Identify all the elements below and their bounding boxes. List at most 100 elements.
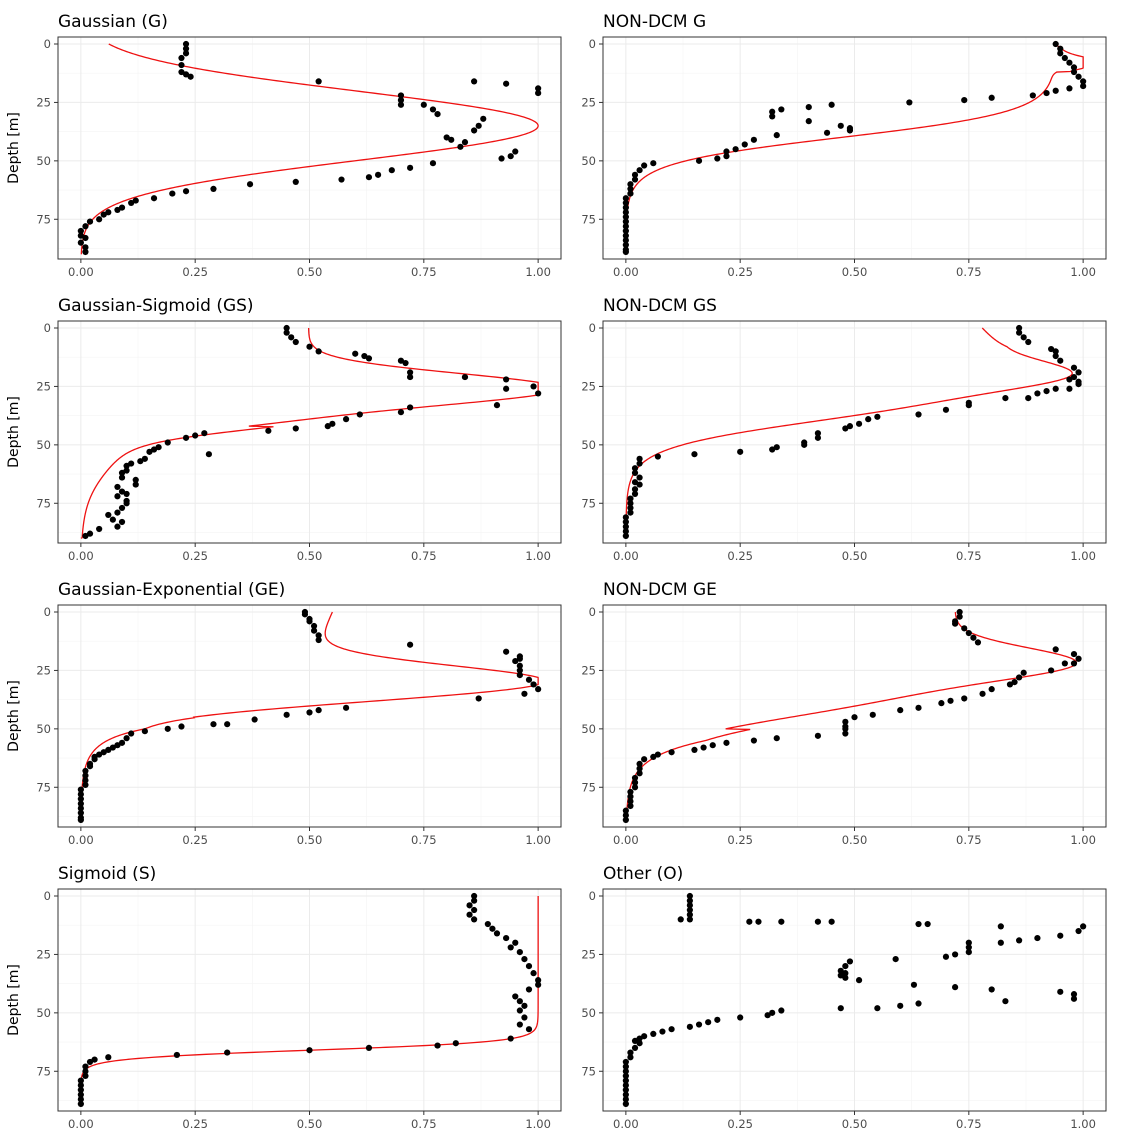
data-point	[942, 406, 950, 413]
data-point	[874, 1005, 881, 1012]
data-point	[507, 1035, 514, 1042]
data-point	[915, 920, 922, 928]
data-point	[114, 483, 121, 491]
data-point	[636, 765, 643, 772]
y-tick-label: 0	[589, 605, 596, 619]
data-point	[288, 334, 295, 341]
data-point	[686, 911, 693, 918]
facet-title: NON-DCM GS	[603, 296, 717, 316]
data-point	[77, 795, 84, 803]
data-point	[906, 99, 913, 106]
data-point	[705, 1019, 712, 1026]
data-point	[118, 504, 126, 512]
data-point	[329, 420, 336, 427]
data-point	[224, 721, 231, 728]
data-point	[507, 153, 514, 160]
data-point	[1043, 89, 1050, 97]
x-tick-label: 0.75	[956, 265, 982, 279]
data-point	[1052, 87, 1059, 94]
data-point	[1057, 357, 1064, 364]
data-point	[100, 749, 107, 756]
data-point	[1034, 934, 1041, 942]
data-point	[471, 78, 478, 85]
data-point	[77, 786, 84, 793]
data-point	[96, 751, 103, 758]
data-point	[938, 700, 945, 707]
data-point	[778, 1007, 785, 1014]
facet-panel-3: Gaussian-Sigmoid (GS) 0.00 0.25 0.50 0.75 1.0…	[6, 296, 562, 563]
data-point	[695, 157, 703, 164]
data-point	[627, 504, 634, 512]
x-tick-label: 0.25	[182, 1117, 208, 1129]
data-point	[769, 446, 776, 453]
y-tick-label: 0	[589, 889, 596, 903]
data-point	[773, 444, 780, 451]
data-point	[503, 934, 510, 942]
data-point	[650, 753, 657, 760]
data-point	[837, 1005, 844, 1012]
data-point	[828, 101, 835, 108]
data-point	[77, 805, 84, 812]
data-point	[82, 767, 89, 775]
data-point	[292, 425, 299, 432]
data-point	[714, 1016, 721, 1023]
data-point	[627, 1049, 634, 1056]
data-point	[961, 695, 968, 702]
data-point	[498, 155, 505, 162]
data-point	[865, 416, 872, 423]
data-point	[123, 462, 130, 469]
x-tick-label: 0.00	[613, 549, 639, 563]
data-point	[773, 132, 780, 139]
data-point	[77, 1096, 84, 1103]
data-point	[1057, 988, 1064, 995]
data-point	[1052, 352, 1059, 360]
data-point	[842, 974, 849, 981]
data-point	[700, 744, 707, 751]
data-point	[516, 1021, 523, 1028]
data-point	[814, 918, 822, 925]
data-point	[535, 686, 542, 693]
data-point	[169, 190, 176, 197]
data-point	[1052, 385, 1059, 392]
data-point	[814, 434, 822, 441]
facet-title: Gaussian (G)	[58, 12, 168, 32]
data-point	[91, 1056, 98, 1063]
data-point	[141, 455, 148, 462]
data-point	[741, 141, 748, 148]
data-point	[837, 122, 844, 129]
data-point	[970, 634, 977, 641]
data-point	[512, 657, 519, 665]
data-point	[178, 68, 185, 76]
data-point	[105, 511, 112, 519]
x-tick-label: 0.75	[956, 1117, 982, 1129]
data-point	[814, 732, 822, 739]
data-point	[141, 728, 148, 735]
data-point	[516, 667, 523, 674]
y-tick-label: 50	[581, 438, 596, 452]
data-point	[769, 113, 776, 120]
data-point	[489, 925, 496, 932]
data-point	[750, 737, 758, 744]
y-axis-title: Depth [m]	[6, 112, 22, 184]
data-point	[182, 188, 190, 195]
data-point	[306, 618, 313, 625]
y-tick-label: 25	[36, 947, 51, 961]
data-point	[910, 981, 918, 988]
data-point	[1070, 991, 1078, 998]
data-point	[1070, 373, 1078, 381]
data-point	[636, 1040, 643, 1047]
y-tick-label: 75	[36, 212, 51, 226]
data-point	[475, 122, 482, 129]
data-point	[123, 500, 130, 507]
data-point	[512, 148, 519, 155]
x-tick-label: 0.25	[182, 265, 208, 279]
data-point	[1070, 995, 1078, 1002]
data-point	[77, 1082, 84, 1089]
data-point	[283, 711, 290, 718]
data-point	[622, 195, 629, 202]
x-tick-label: 1.00	[525, 265, 551, 279]
data-point	[86, 1058, 94, 1066]
data-point	[942, 953, 950, 960]
data-point	[627, 509, 634, 516]
data-point	[114, 523, 121, 530]
